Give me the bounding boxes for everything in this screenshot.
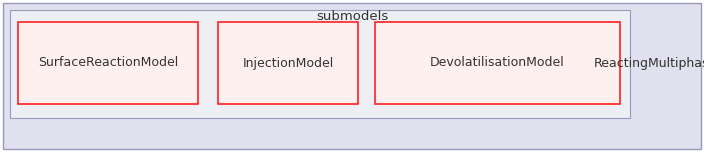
Bar	[10, 10, 630, 118]
Text: DevolatilisationModel: DevolatilisationModel	[430, 57, 565, 69]
Bar	[18, 22, 198, 104]
Text: ReactingMultiphase: ReactingMultiphase	[593, 57, 704, 69]
Bar	[375, 22, 620, 104]
Bar	[218, 22, 358, 104]
Text: submodels: submodels	[316, 10, 388, 24]
Text: InjectionModel: InjectionModel	[242, 57, 334, 69]
Text: SurfaceReactionModel: SurfaceReactionModel	[38, 57, 178, 69]
